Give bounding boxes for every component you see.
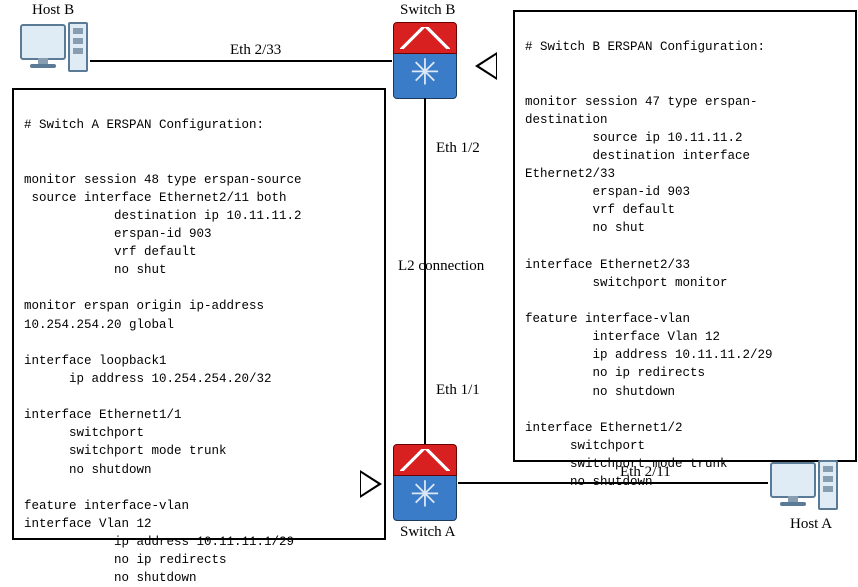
- link-switcha-hosta: [458, 482, 768, 484]
- config-b-box: # Switch B ERSPAN Configuration: monitor…: [513, 10, 857, 462]
- config-a-title: # Switch A ERSPAN Configuration:: [24, 118, 264, 132]
- l2-connection-label: L2 connection: [398, 258, 484, 275]
- pointer-switchb-inner: [479, 55, 496, 77]
- switch-b-device: [393, 22, 457, 99]
- pointer-switcha-inner: [361, 473, 378, 495]
- config-b-body: monitor session 47 type erspan- destinat…: [525, 95, 773, 490]
- host-a-label: Host A: [790, 516, 832, 533]
- eth-2-11-label: Eth 2/11: [620, 464, 671, 481]
- host-a-device: [770, 462, 816, 498]
- config-a-box: # Switch A ERSPAN Configuration: monitor…: [12, 88, 386, 540]
- host-b-device: [20, 24, 66, 60]
- config-a-body: monitor session 48 type erspan-source so…: [24, 173, 302, 586]
- eth-1-2-label: Eth 1/2: [436, 140, 480, 157]
- host-b-label: Host B: [32, 2, 74, 19]
- config-b-title: # Switch B ERSPAN Configuration:: [525, 40, 765, 54]
- link-hostb-switchb: [90, 60, 392, 62]
- switch-a-device: [393, 444, 457, 521]
- eth-1-1-label: Eth 1/1: [436, 382, 480, 399]
- eth-2-33-label: Eth 2/33: [230, 42, 281, 59]
- switch-a-label: Switch A: [400, 524, 455, 541]
- switch-b-label: Switch B: [400, 2, 455, 19]
